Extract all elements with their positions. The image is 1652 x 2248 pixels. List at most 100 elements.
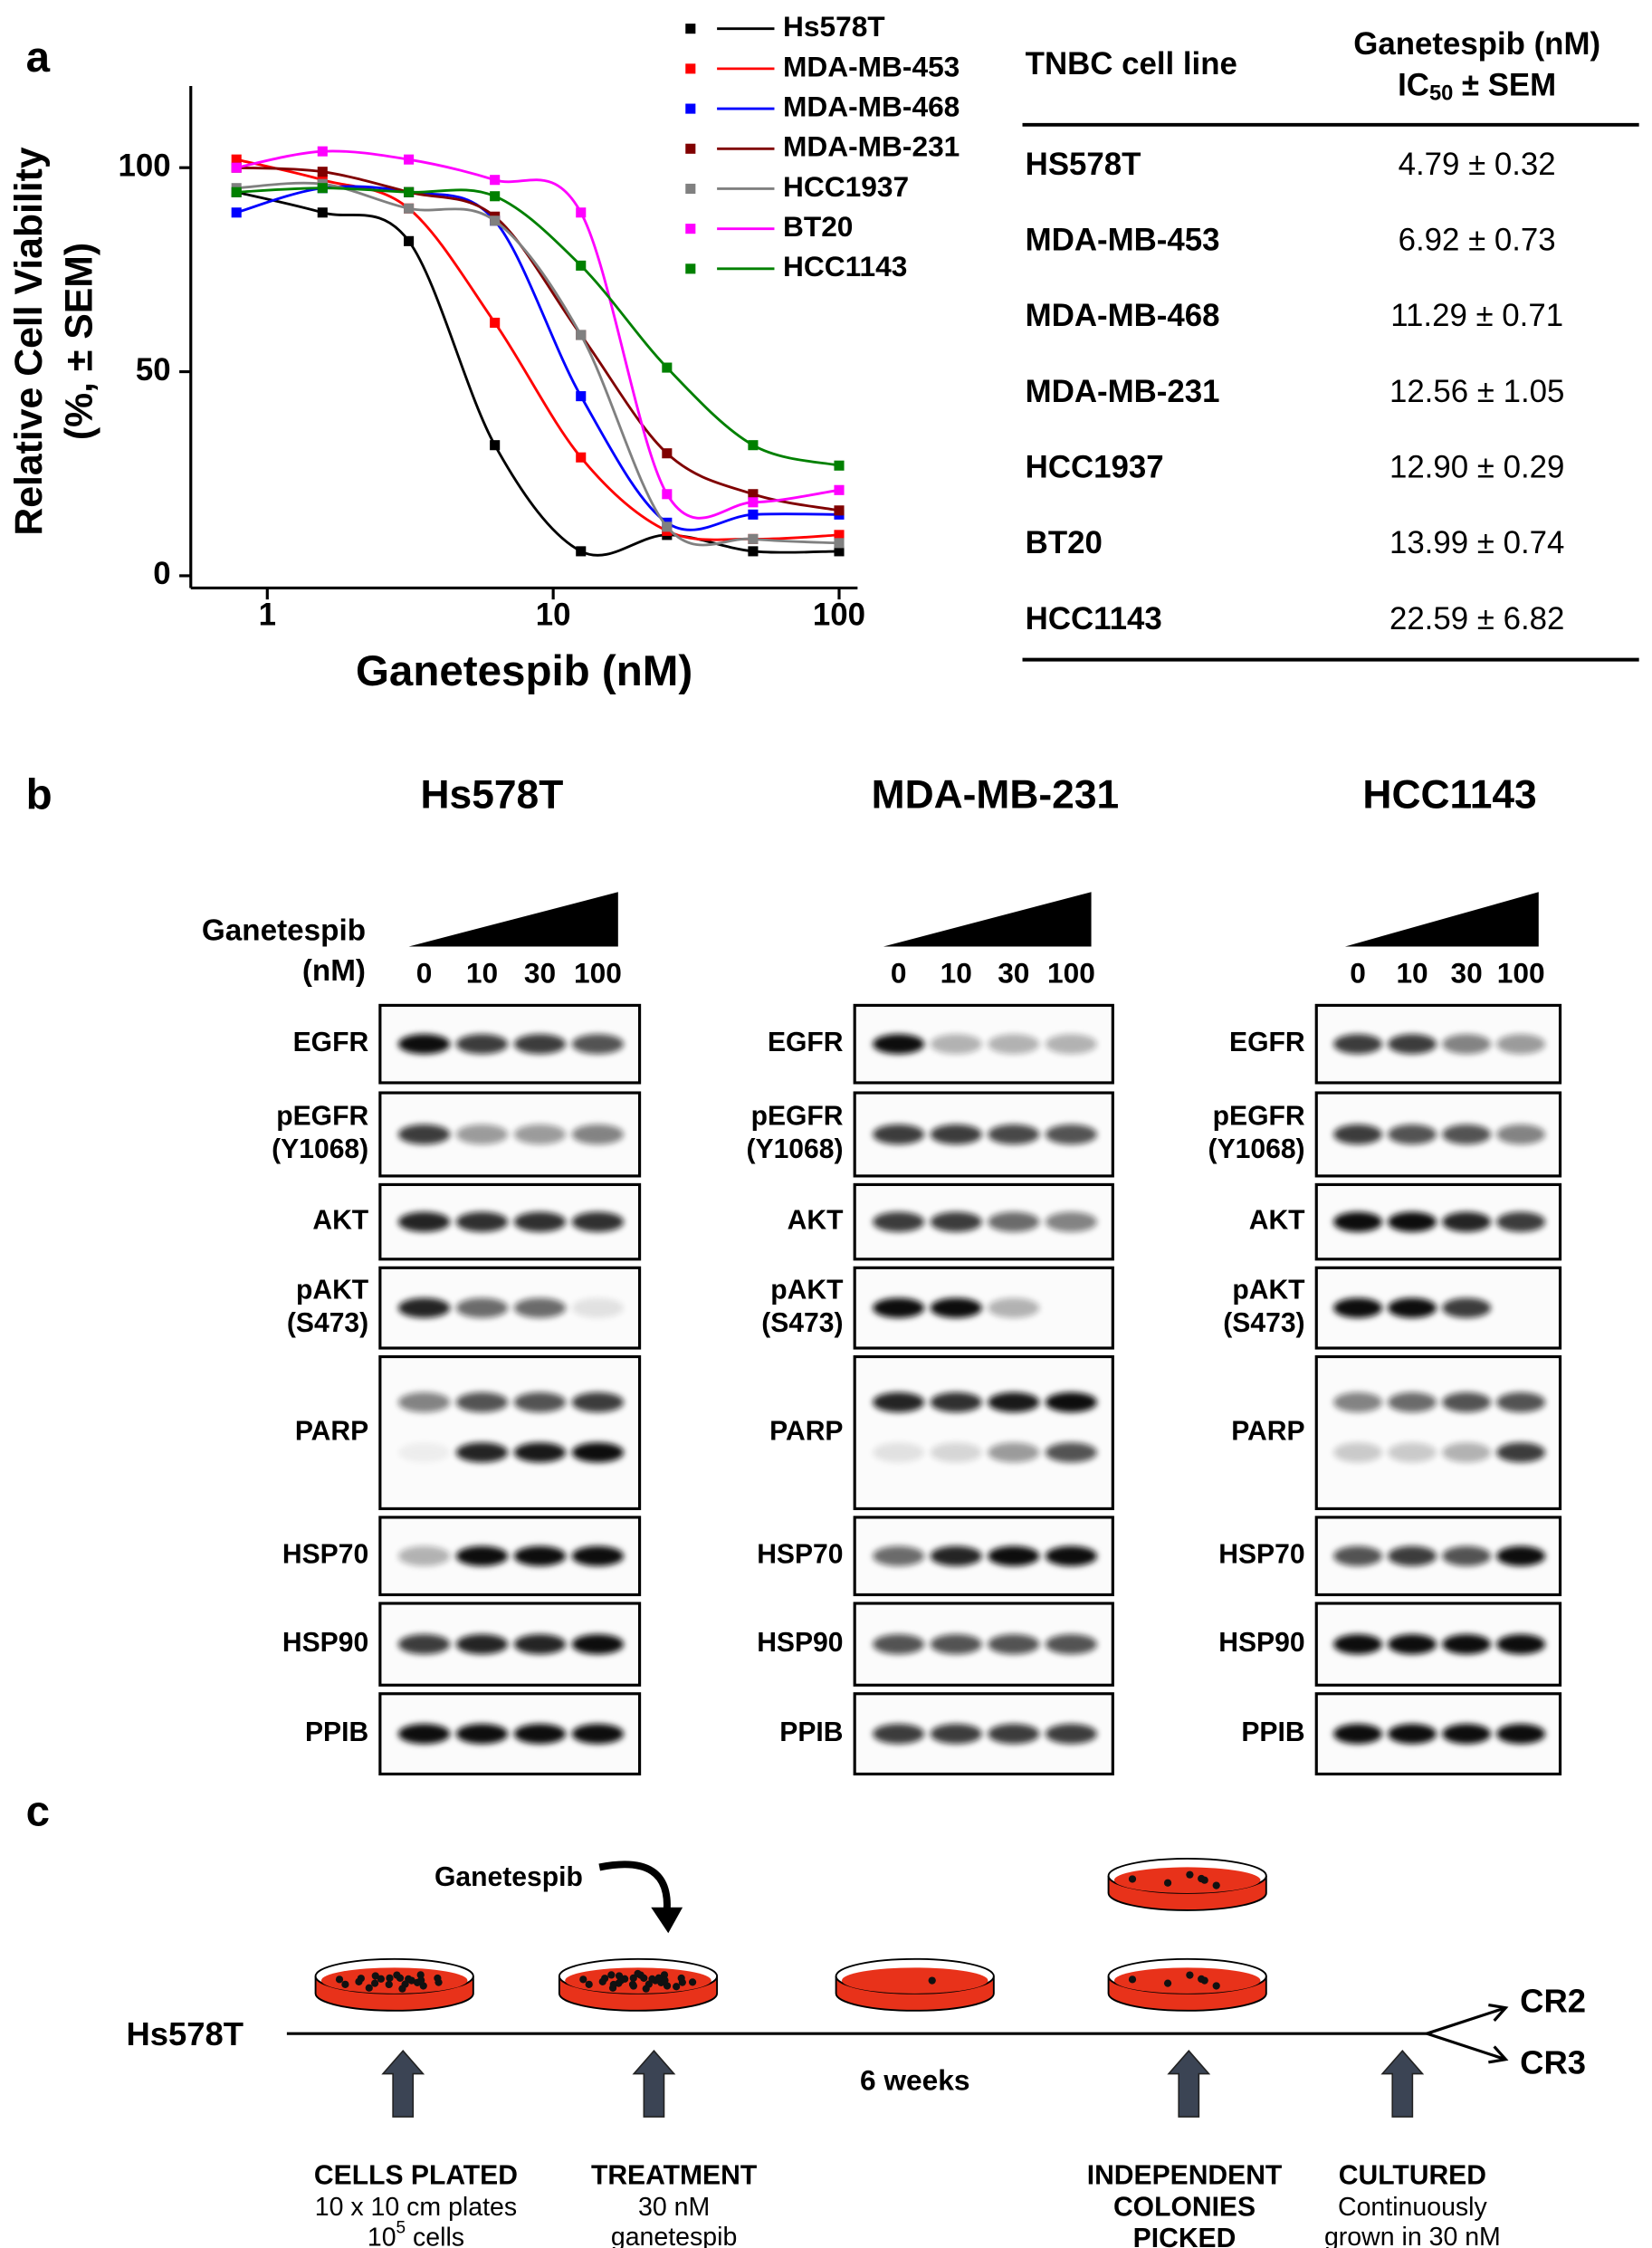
- step-title: TREATMENT: [591, 2161, 758, 2191]
- cell: [1198, 1874, 1206, 1883]
- blot-band: [1333, 1724, 1382, 1745]
- data-point: [490, 175, 501, 186]
- protein-label: pEGFR: [751, 1102, 844, 1132]
- cell: [1212, 1982, 1220, 1990]
- dose-label: 30: [998, 957, 1029, 990]
- step-arrow: [632, 2049, 676, 2118]
- step-detail: ganetespib: [611, 2223, 737, 2248]
- cell: [386, 1974, 394, 1982]
- cell: [640, 1974, 648, 1983]
- cell: [688, 1978, 697, 1986]
- protein-label: PARP: [1231, 1416, 1304, 1446]
- blot-band: [988, 1034, 1040, 1055]
- header-subscript: 50: [1429, 81, 1453, 106]
- x-tick-label: 100: [813, 597, 865, 632]
- blot-band: [455, 1392, 509, 1412]
- series-line: [235, 158, 840, 541]
- blot-band: [397, 1634, 451, 1655]
- blot-band: [397, 1297, 451, 1318]
- detail-part: 10: [368, 2223, 396, 2248]
- blot-band: [571, 1124, 625, 1145]
- blot-band: [1496, 1211, 1546, 1232]
- protein-label: HSP70: [757, 1540, 843, 1570]
- data-point: [748, 489, 759, 500]
- cell: [1186, 1870, 1194, 1879]
- panel-label: b: [26, 770, 53, 818]
- blot-band: [1045, 1442, 1097, 1463]
- x-tick-label: 10: [536, 597, 571, 632]
- step-arrow: [1167, 2049, 1211, 2118]
- blot-band: [397, 1124, 451, 1145]
- blot-band: [1045, 1545, 1097, 1566]
- legend-label: HCC1937: [783, 170, 909, 203]
- cell: [661, 1976, 669, 1985]
- data-point: [662, 448, 673, 459]
- blot-band: [571, 1297, 625, 1318]
- dish-medium: [320, 1967, 468, 1994]
- cell: [1212, 1881, 1220, 1889]
- y-tick-label: 100: [118, 148, 170, 183]
- protein-label: (Y1068): [272, 1134, 368, 1164]
- cell: [419, 1982, 427, 1990]
- dose-label: 100: [1497, 957, 1545, 990]
- step-title: PICKED: [1133, 2224, 1237, 2248]
- table-cell: BT20: [1026, 525, 1103, 560]
- data-point: [576, 330, 587, 340]
- dose-wedge: [1344, 892, 1539, 947]
- blot-band: [873, 1634, 925, 1655]
- blot-band: [1496, 1634, 1546, 1655]
- blot-band: [455, 1634, 509, 1655]
- blot-band: [513, 1545, 567, 1566]
- blot-band: [1388, 1545, 1437, 1566]
- blot-band: [988, 1724, 1040, 1745]
- table-cell: 22.59 ± 6.82: [1389, 601, 1564, 636]
- blot-band: [1496, 1442, 1546, 1463]
- treatment-label: Ganetespib: [202, 914, 366, 947]
- blot-band: [513, 1442, 567, 1463]
- blot-band: [873, 1442, 925, 1463]
- blot-band: [455, 1124, 509, 1145]
- blot-band: [571, 1442, 625, 1463]
- blot-band: [988, 1211, 1040, 1232]
- step-detail: 30 nM: [638, 2193, 710, 2222]
- cell: [371, 1972, 379, 1980]
- cell: [634, 1969, 642, 1978]
- data-point: [317, 183, 328, 194]
- blot-band: [988, 1297, 1040, 1318]
- cell: [370, 1979, 379, 1987]
- protein-label: (S473): [287, 1308, 368, 1338]
- blot-band: [1388, 1124, 1437, 1145]
- blot-band: [513, 1392, 567, 1412]
- arrow-head: [1488, 2045, 1509, 2064]
- protein-label: HSP90: [282, 1628, 368, 1658]
- protein-label: (S473): [1223, 1308, 1304, 1338]
- table-cell: MDA-MB-231: [1026, 374, 1220, 409]
- blot-band: [1333, 1297, 1382, 1318]
- data-point: [490, 440, 501, 451]
- dish-medium: [841, 1967, 988, 1994]
- protein-label: PPIB: [779, 1717, 843, 1747]
- blot-band: [1388, 1034, 1437, 1055]
- cell: [335, 1975, 344, 1984]
- cell: [642, 1985, 650, 1993]
- step-arrow: [1380, 2049, 1425, 2118]
- protein-label: pEGFR: [1213, 1102, 1305, 1132]
- cell: [663, 1982, 672, 1990]
- blot-band: [930, 1124, 982, 1145]
- cell-line: Hs578T: [126, 2015, 244, 2052]
- blot-band: [455, 1034, 509, 1055]
- duration: 6 weeks: [860, 2063, 970, 2096]
- blot-band: [1442, 1724, 1492, 1745]
- protein-label: EGFR: [293, 1028, 369, 1057]
- protein-label: HSP90: [757, 1628, 843, 1658]
- cell: [928, 1976, 936, 1985]
- dose-label: 30: [524, 957, 556, 990]
- blot-band: [513, 1034, 567, 1055]
- dose-label: 100: [574, 957, 622, 990]
- data-point: [404, 154, 415, 165]
- blot-band: [455, 1442, 509, 1463]
- blot-band: [455, 1545, 509, 1566]
- data-point: [490, 215, 501, 226]
